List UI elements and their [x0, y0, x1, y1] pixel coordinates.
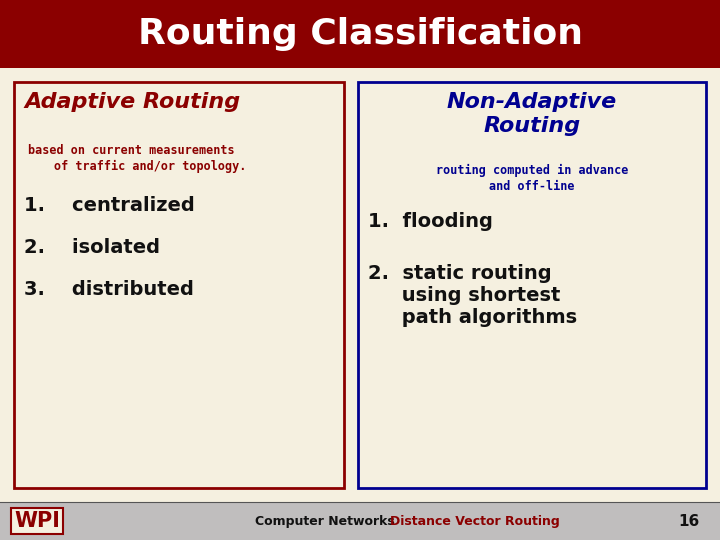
- Text: Adaptive Routing: Adaptive Routing: [24, 92, 240, 112]
- Text: Routing: Routing: [483, 116, 580, 136]
- Text: 1.  flooding: 1. flooding: [368, 212, 493, 231]
- Text: Routing Classification: Routing Classification: [138, 17, 582, 51]
- Text: 16: 16: [679, 514, 700, 529]
- Text: WPI: WPI: [14, 511, 60, 531]
- Text: routing computed in advance: routing computed in advance: [436, 164, 628, 177]
- Text: path algorithms: path algorithms: [368, 308, 577, 327]
- Text: 3.    distributed: 3. distributed: [24, 280, 194, 299]
- Text: using shortest: using shortest: [368, 286, 560, 305]
- Text: Non-Adaptive: Non-Adaptive: [447, 92, 617, 112]
- Text: 2.    isolated: 2. isolated: [24, 238, 160, 257]
- Text: based on current measurements: based on current measurements: [28, 144, 235, 157]
- Bar: [0, 502, 720, 540]
- Text: 2.  static routing: 2. static routing: [368, 264, 552, 283]
- Bar: [14, 82, 344, 488]
- Text: Computer Networks: Computer Networks: [255, 515, 395, 528]
- Text: 1.    centralized: 1. centralized: [24, 196, 194, 215]
- Text: of traffic and/or topology.: of traffic and/or topology.: [54, 160, 246, 173]
- Text: and off-line: and off-line: [490, 180, 575, 193]
- Bar: [0, 0, 720, 68]
- Text: Distance Vector Routing: Distance Vector Routing: [390, 515, 559, 528]
- Bar: [358, 82, 706, 488]
